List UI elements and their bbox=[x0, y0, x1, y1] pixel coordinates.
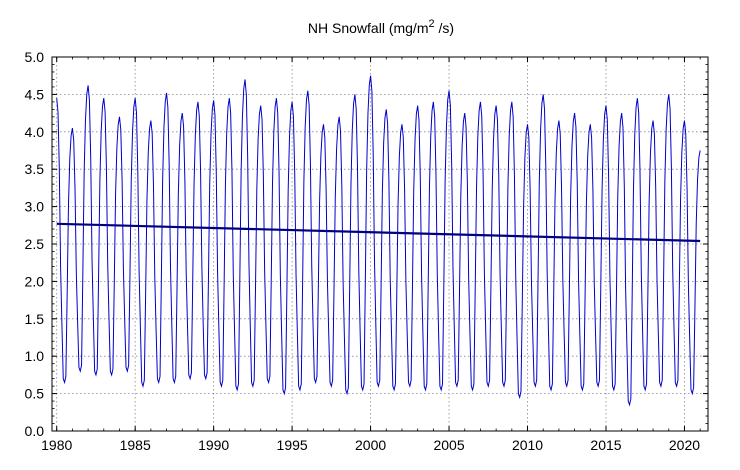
y-tick-label: 1.0 bbox=[25, 348, 45, 364]
y-tick-label: 0.5 bbox=[25, 386, 45, 402]
x-tick-label: 2005 bbox=[433, 437, 464, 453]
x-tick-label: 2010 bbox=[512, 437, 543, 453]
trend-line bbox=[56, 222, 701, 243]
chart-title-end: /s) bbox=[435, 20, 454, 36]
y-tick-label: 5.0 bbox=[25, 49, 45, 65]
x-tick-label: 1995 bbox=[277, 437, 308, 453]
chart-title-superscript: 2 bbox=[429, 18, 435, 30]
y-tick-label: 2.5 bbox=[25, 236, 45, 252]
y-tick-label: 1.5 bbox=[25, 311, 45, 327]
snowfall-series-line bbox=[56, 75, 701, 407]
y-tick-label: 0.0 bbox=[25, 423, 45, 439]
x-tick-label: 2000 bbox=[355, 437, 386, 453]
chart-title: NH Snowfall (mg/m2 /s) bbox=[308, 18, 454, 36]
x-tick-label: 1980 bbox=[41, 437, 72, 453]
x-tick-label: 2015 bbox=[590, 437, 621, 453]
x-tick-label: 2020 bbox=[669, 437, 700, 453]
y-tick-label: 3.0 bbox=[25, 199, 45, 215]
x-tick-label: 1990 bbox=[198, 437, 229, 453]
y-tick-label: 2.0 bbox=[25, 273, 45, 289]
y-tick-label: 4.5 bbox=[25, 86, 45, 102]
chart-title-main: NH Snowfall (mg/m bbox=[308, 20, 429, 36]
axes: 0.0 0.5 1.0 1.5 2.0 2.5 3.0 3.5 4.0 4.5 5.0 1980 198… bbox=[25, 49, 708, 453]
y-tick-label: 3.5 bbox=[25, 161, 45, 177]
series-layer bbox=[56, 75, 701, 407]
y-tick-label: 4.0 bbox=[25, 124, 45, 140]
x-tick-label: 1985 bbox=[120, 437, 151, 453]
